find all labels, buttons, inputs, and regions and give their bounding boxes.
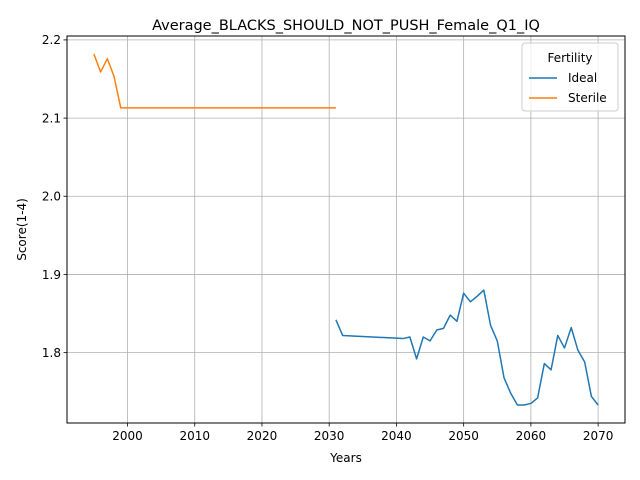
y-tick-label: 2.2 — [42, 33, 61, 47]
x-tick-label: 2070 — [583, 429, 614, 443]
x-tick-label: 2040 — [381, 429, 412, 443]
x-axis-label: Years — [329, 451, 362, 465]
chart-title: Average_BLACKS_SHOULD_NOT_PUSH_Female_Q1… — [152, 18, 540, 34]
x-tick-label: 2060 — [516, 429, 547, 443]
y-tick-label: 1.8 — [42, 346, 61, 360]
y-tick-label: 2.0 — [42, 190, 61, 204]
x-tick-label: 2030 — [314, 429, 345, 443]
legend-box — [521, 42, 619, 112]
legend-label-sterile: Sterile — [568, 91, 607, 105]
legend: Fertility Ideal Sterile — [521, 42, 619, 112]
x-tick-label: 2050 — [448, 429, 479, 443]
y-tick-label: 2.1 — [42, 111, 61, 125]
series-line-sterile — [93, 53, 336, 109]
y-axis-label: Score(1-4) — [15, 198, 29, 261]
y-tick-label: 1.9 — [42, 268, 61, 282]
series-line-ideal — [335, 289, 599, 406]
axis-ticks: 2000 2010 2020 2030 2040 2050 2060 2070 1.8 1.9 2.… — [42, 33, 613, 443]
series-lines — [93, 53, 599, 406]
x-tick-label: 2000 — [112, 429, 143, 443]
x-tick-label: 2020 — [247, 429, 278, 443]
plot-frame — [66, 35, 626, 424]
x-tick-label: 2010 — [179, 429, 210, 443]
legend-title: Fertility — [547, 51, 592, 65]
legend-label-ideal: Ideal — [568, 71, 597, 85]
